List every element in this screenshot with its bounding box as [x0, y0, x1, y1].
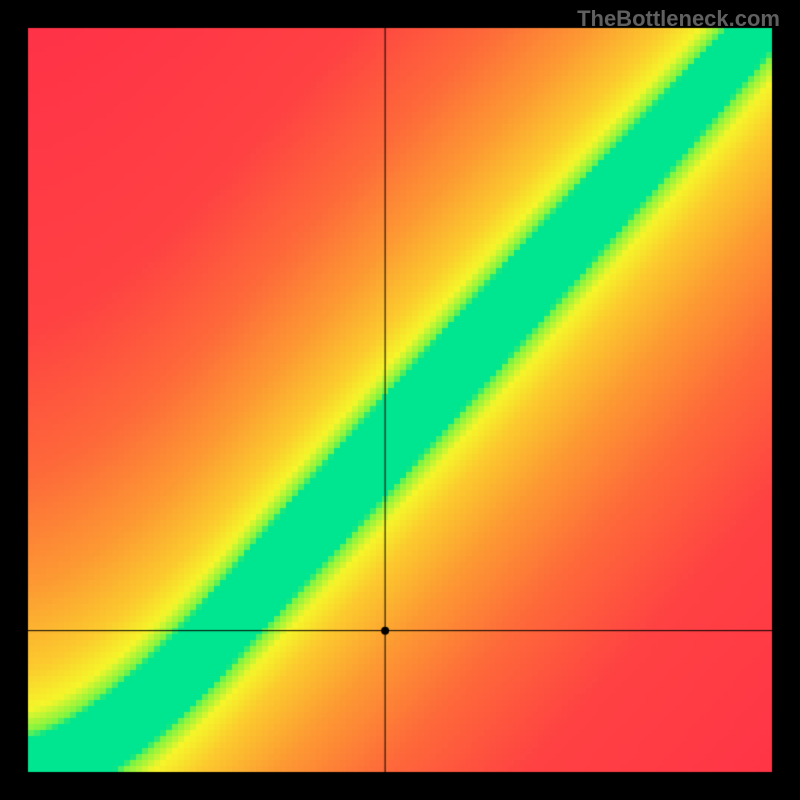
bottleneck-heatmap: [0, 0, 800, 800]
watermark-text: TheBottleneck.com: [577, 6, 780, 32]
